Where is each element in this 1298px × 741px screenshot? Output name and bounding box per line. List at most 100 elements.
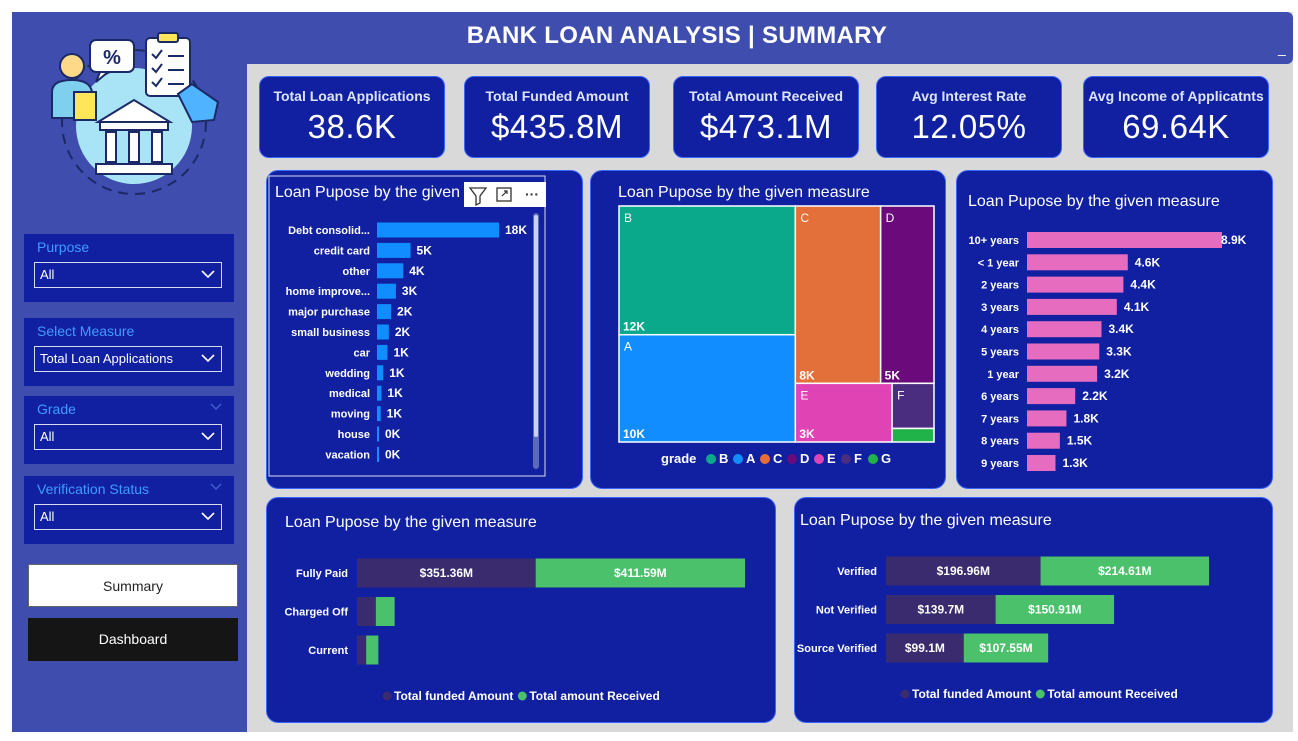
legend-label: C <box>773 451 783 466</box>
treemap-tile <box>891 427 935 443</box>
bar <box>377 263 404 279</box>
category-label: 8 years <box>981 436 1019 448</box>
category-label: Verified <box>837 566 877 578</box>
legend-title: grade <box>661 451 696 466</box>
loan-status-chart-card: Loan Pupose by the given measure Fully P… <box>266 497 776 723</box>
focus-mode-icon[interactable] <box>496 187 512 202</box>
data-label: 1.5K <box>1067 434 1093 448</box>
dashboard-button[interactable]: Dashboard <box>28 618 238 661</box>
bar <box>1027 388 1076 405</box>
data-label: $99.1M <box>905 641 945 655</box>
employment-bar-chart[interactable]: 10+ years 8.9K < 1 year 4.6K 2 years 4.4K 3 ye… <box>957 171 1271 487</box>
loan-status-stacked-bar-chart[interactable]: Fully Paid $351.36M $411.59M Charged Off Cur… <box>267 498 774 721</box>
data-label: 2K <box>397 305 413 319</box>
data-label: 3.3K <box>1106 345 1132 359</box>
legend-label: Total amount Received <box>1047 687 1177 701</box>
data-label: 8.9K <box>1221 233 1247 247</box>
bar-segment-funded <box>357 597 376 626</box>
legend-marker <box>382 691 392 701</box>
bar <box>1027 455 1056 471</box>
filter-icon[interactable] <box>468 187 488 207</box>
bar <box>1027 410 1067 427</box>
chart-title: Loan Pupose by the given <box>275 184 460 201</box>
category-label: 4 years <box>981 324 1019 336</box>
data-label: $150.91M <box>1028 603 1081 617</box>
category-label: wedding <box>324 368 370 380</box>
data-label: 1.3K <box>1062 456 1088 470</box>
data-label: 0K <box>385 427 401 441</box>
purpose-dropdown[interactable]: All <box>34 262 222 288</box>
bar <box>377 222 499 238</box>
category-label: small business <box>291 327 370 339</box>
treemap-tile <box>618 205 797 336</box>
kpi-label: Total Loan Applications <box>273 88 431 104</box>
bar <box>1027 321 1102 338</box>
bar <box>377 283 396 299</box>
bar-segment-funded <box>886 556 1041 586</box>
bar-segment-received <box>375 597 395 626</box>
category-label: 3 years <box>981 302 1019 314</box>
tile-grade-label: F <box>897 388 904 402</box>
chart-title: Loan Pupose by the given measure <box>618 184 870 201</box>
legend-marker <box>841 454 851 464</box>
minimize-icon[interactable]: _ <box>1278 40 1286 56</box>
bar <box>377 365 384 381</box>
data-label: 4K <box>409 264 425 278</box>
kpi-value: $435.8M <box>491 108 623 145</box>
legend-marker <box>733 454 743 464</box>
scrollbar-thumb[interactable] <box>534 215 538 437</box>
data-label: 0K <box>385 447 401 461</box>
category-label: home improve... <box>286 286 370 298</box>
legend-marker <box>517 691 527 701</box>
bank-loan-logo: % <box>51 32 220 195</box>
chart-title: Loan Pupose by the given measure <box>968 193 1220 210</box>
tile-grade-label: D <box>886 211 895 225</box>
measure-dropdown[interactable]: Total Loan Applications <box>34 346 222 372</box>
grade-dropdown[interactable]: All <box>34 424 222 450</box>
tile-grade-label: A <box>624 340 632 354</box>
percent-symbol: % <box>103 47 121 69</box>
data-label: $196.96M <box>937 564 990 578</box>
collapse-chevron-icon[interactable] <box>210 403 222 411</box>
legend-marker <box>706 454 716 464</box>
verification-dropdown[interactable]: All <box>34 504 222 530</box>
category-label: medical <box>329 388 370 400</box>
bar-segment-funded <box>886 595 996 624</box>
treemap-tile <box>794 382 893 443</box>
bar <box>377 344 388 360</box>
legend-marker <box>787 454 797 464</box>
tile-grade-label: E <box>800 388 808 402</box>
purpose-chart-card: Loan Pupose by the given ··· Debt consol… <box>266 170 583 489</box>
legend-marker <box>868 454 878 464</box>
kpi-card-avg-interest: Avg Interest Rate 12.05% <box>876 76 1062 158</box>
tile-value-label: 3K <box>799 427 815 441</box>
category-label: Fully Paid <box>296 568 348 580</box>
bar <box>1027 276 1124 293</box>
data-label: 18K <box>505 223 527 237</box>
bar <box>377 385 382 401</box>
kpi-label: Total Amount Received <box>688 88 844 104</box>
chart-title: Loan Pupose by the given measure <box>285 514 537 531</box>
verification-stacked-bar-chart[interactable]: Verified $196.96M $214.61M Not Verified $139… <box>795 498 1271 721</box>
bar <box>377 446 379 462</box>
tile-value-label: 5K <box>885 368 901 382</box>
summary-button[interactable]: Summary <box>28 564 238 607</box>
bar-segment-received <box>535 558 745 588</box>
kpi-value: 38.6K <box>307 108 397 145</box>
bar-segment-received <box>963 633 1049 663</box>
legend-label: F <box>854 451 862 466</box>
more-options-icon[interactable]: ··· <box>525 186 539 202</box>
data-label: 3.2K <box>1104 367 1130 381</box>
kpi-card-total-funded: Total Funded Amount $435.8M <box>464 76 650 158</box>
collapse-chevron-icon[interactable] <box>210 483 222 491</box>
tile-grade-label: B <box>624 211 632 225</box>
chevron-down-icon <box>201 270 215 279</box>
data-label: 2K <box>395 325 411 339</box>
purpose-bar-chart[interactable]: Loan Pupose by the given ··· Debt consol… <box>267 171 581 487</box>
category-label: 1 year <box>987 369 1020 381</box>
grade-value: All <box>40 429 55 444</box>
data-label: 2.2K <box>1082 389 1108 403</box>
legend-label: A <box>746 451 756 466</box>
treemap-tile <box>879 205 935 385</box>
